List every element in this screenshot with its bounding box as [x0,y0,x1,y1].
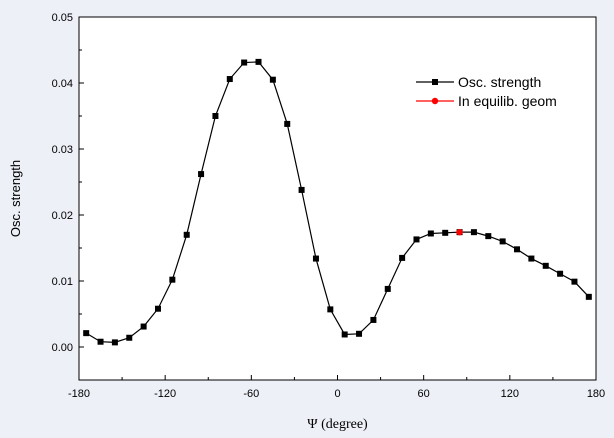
data-point [298,186,305,193]
data-point [269,76,276,83]
data-point [183,231,190,238]
data-point [341,331,348,338]
x-tick-label: -120 [154,388,176,400]
data-point [169,276,176,283]
y-tick-label: 0.05 [52,12,73,24]
data-point [585,293,592,300]
data-point [370,316,377,323]
data-point [399,254,406,261]
data-point [212,113,219,119]
y-tick-label: 0.00 [52,342,73,354]
data-point [571,278,578,285]
legend-label: In equilib. geom [458,93,557,109]
y-tick-label: 0.03 [52,144,73,156]
data-point [198,171,205,178]
plot-area [78,16,597,381]
data-point [356,330,363,337]
x-tick-label: 120 [501,388,519,400]
x-tick-label: 180 [587,388,605,400]
data-point [97,338,104,345]
x-tick-label: -60 [243,388,259,400]
legend-marker [431,97,439,105]
data-point [255,58,262,65]
series-1 [456,228,463,236]
data-point [427,230,434,237]
data-point [312,255,319,262]
data-point [456,228,463,236]
data-point [499,238,506,245]
data-point [442,229,449,236]
x-tick-label: 0 [334,388,340,400]
data-point [241,59,248,66]
y-tick-label: 0.04 [52,78,73,90]
data-point [140,323,147,330]
data-point [514,246,521,253]
data-point [327,306,334,313]
data-point [542,262,549,269]
x-tick-label: 60 [418,388,430,400]
y-axis-ticks: 0.00 0.01 0.02 0.03 0.04 0.05 [52,12,84,354]
data-point [83,330,90,337]
legend: Osc. strength In equilib. geom [416,74,557,109]
y-tick-label: 0.02 [52,210,73,222]
data-point [384,285,391,292]
x-tick-label: -180 [68,388,90,400]
legend-marker [432,79,438,85]
data-point [413,236,420,243]
data-point [126,334,133,341]
data-point [226,76,233,83]
x-axis-ticks: -180 -120 -60 0 60 120 180 [68,375,605,400]
y-axis-title: Osc. strength [8,160,23,237]
series-0 [83,58,592,346]
data-point [485,233,492,240]
data-point [284,120,291,127]
data-point [528,255,535,262]
x-axis-title: Ψ (degree) [307,417,368,432]
data-point [470,229,477,236]
data-point [557,270,564,277]
y-tick-label: 0.01 [52,276,73,288]
legend-label: Osc. strength [458,74,541,90]
data-point [111,339,118,346]
series-layer [83,58,592,346]
data-point [154,305,161,312]
